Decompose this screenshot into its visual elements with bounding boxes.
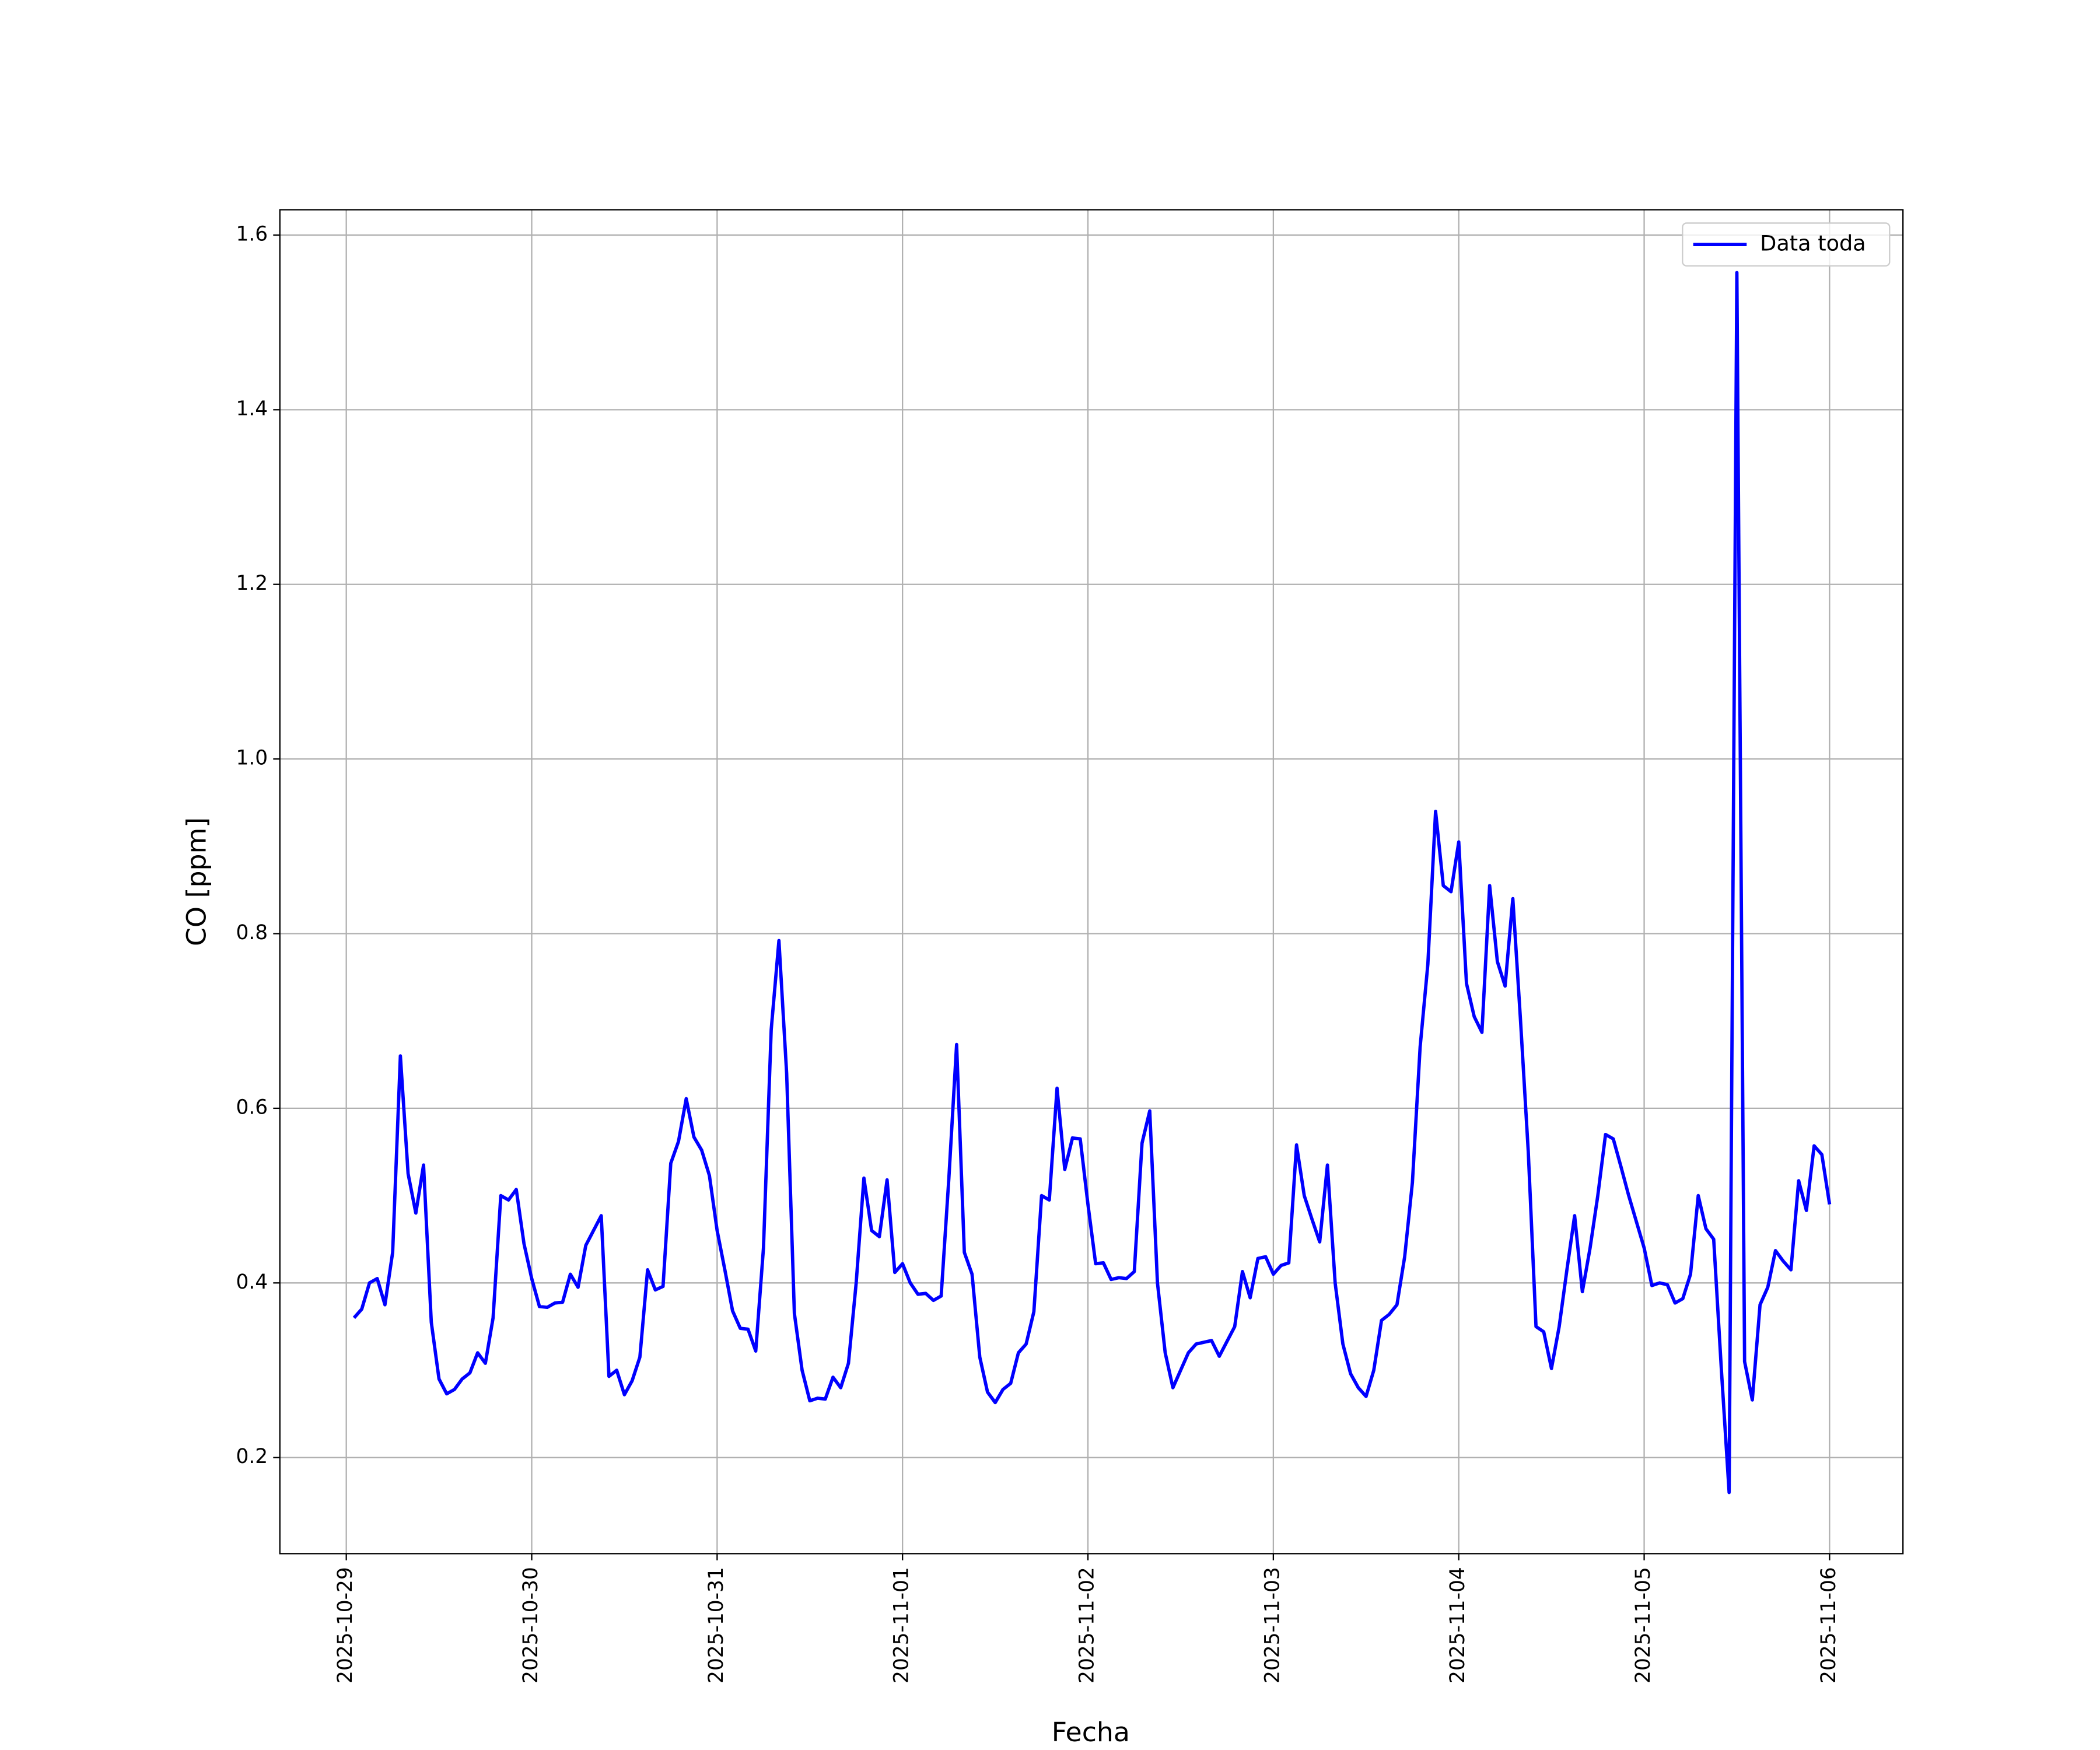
legend-label: Data toda	[1760, 231, 1866, 256]
x-tick-label: 2025-10-30	[519, 1567, 542, 1684]
y-tick-label: 0.4	[236, 1270, 268, 1294]
plot-frame	[279, 209, 1904, 1555]
y-tick-label: 1.0	[236, 747, 268, 770]
y-tick-label: 1.4	[236, 397, 268, 421]
y-tick-label: 1.2	[236, 572, 268, 595]
x-tick-label: 2025-11-03	[1261, 1567, 1284, 1684]
y-axis-label: CO [ppm]	[181, 817, 212, 946]
x-tick-label: 2025-10-31	[705, 1567, 728, 1684]
y-tick-label: 0.2	[236, 1445, 268, 1468]
y-tick-label: 1.6	[236, 222, 268, 246]
x-tick-label: 2025-11-04	[1446, 1567, 1469, 1684]
x-axis-label: Fecha	[1052, 1716, 1130, 1748]
y-tick-label: 0.6	[236, 1096, 268, 1119]
x-tick-label: 2025-11-01	[890, 1567, 914, 1684]
data-line	[352, 271, 1832, 1494]
x-tick-label: 2025-11-02	[1076, 1567, 1099, 1684]
x-tick-label: 2025-10-29	[334, 1567, 357, 1684]
x-tick-label: 2025-11-05	[1632, 1567, 1655, 1684]
x-tick-label: 2025-11-06	[1817, 1567, 1840, 1684]
y-tick-label: 0.8	[236, 921, 268, 944]
legend-box	[1682, 222, 1891, 267]
